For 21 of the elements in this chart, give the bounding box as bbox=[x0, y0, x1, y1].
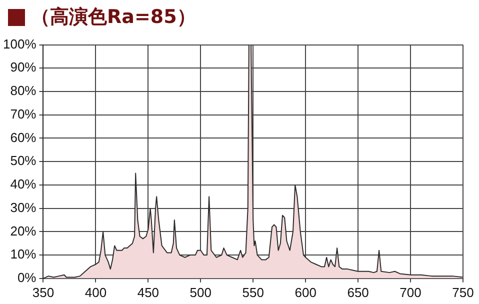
x-tick-label: 750 bbox=[452, 284, 474, 300]
x-tick-label: 350 bbox=[32, 284, 54, 300]
x-tick-label: 500 bbox=[190, 284, 212, 300]
x-tick-label: 450 bbox=[137, 284, 160, 300]
y-tick-label: 50% bbox=[10, 153, 37, 168]
y-tick-label: 0% bbox=[17, 270, 37, 285]
y-tick-label: 30% bbox=[10, 200, 37, 215]
y-tick-label: 90% bbox=[10, 60, 37, 75]
y-tick-label: 80% bbox=[10, 83, 37, 98]
x-tick-label: 600 bbox=[294, 284, 316, 300]
y-tick-label: 60% bbox=[10, 130, 37, 145]
y-tick-label: 10% bbox=[10, 246, 37, 262]
x-tick-label: 650 bbox=[347, 284, 369, 300]
x-tick-label: 400 bbox=[84, 284, 107, 300]
y-tick-label: 40% bbox=[10, 176, 37, 192]
y-tick-label: 100% bbox=[3, 36, 37, 52]
x-tick-label: 550 bbox=[242, 284, 264, 300]
chart-title: （高演色Ra=85） bbox=[31, 5, 196, 30]
x-tick-label: 700 bbox=[400, 284, 422, 300]
y-tick-label: 20% bbox=[10, 223, 37, 238]
y-tick-label: 70% bbox=[10, 106, 37, 122]
